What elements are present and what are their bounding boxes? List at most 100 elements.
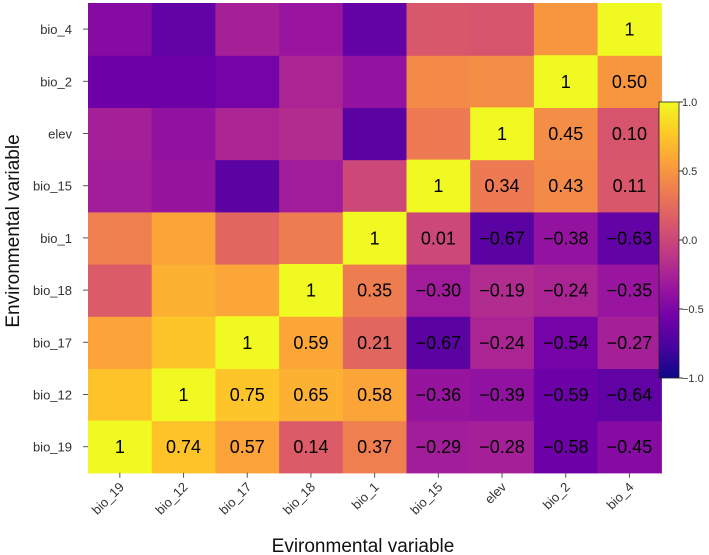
heatmap-cell-bio2-bio19 xyxy=(533,420,599,474)
heatmap-cell-bio12-bio2 xyxy=(151,55,216,108)
heatmap-cell-bio18-bio18 xyxy=(279,264,344,317)
heatmap-cell-bio19-bio12 xyxy=(88,368,153,422)
heatmap-cell-elev-bio2 xyxy=(470,55,535,108)
heatmap-cell-bio4-bio1 xyxy=(597,211,662,265)
y-tick-label: bio_19 xyxy=(33,440,72,455)
cell-value-label: 0.57 xyxy=(230,437,265,457)
heatmap-cell-bio12-bio15 xyxy=(151,159,216,213)
colorbar-tick-label: −1.0 xyxy=(682,373,704,385)
heatmap-cell-bio4-bio2 xyxy=(597,55,662,108)
y-tick-label: bio_4 xyxy=(40,22,72,37)
cell-value-label: 0.21 xyxy=(357,333,392,353)
heatmap-cell-bio4-bio17 xyxy=(597,316,662,369)
heatmap-cell-bio2-bio17 xyxy=(533,316,599,369)
heatmap-cell-bio19-bio18 xyxy=(88,264,153,317)
heatmap-cell-bio1-bio17 xyxy=(342,316,408,369)
x-tick-label: bio_2 xyxy=(540,479,573,512)
x-tick-label: bio_15 xyxy=(407,479,445,517)
colorbar-legend: 1.0 0.5 0.0 −0.5 −1.0 xyxy=(658,97,704,385)
heatmap-cell-bio2-bio15 xyxy=(533,159,599,213)
heatmap-cell-bio17-bio18 xyxy=(215,264,280,317)
cell-value-label: −0.67 xyxy=(416,333,462,353)
cell-value-label: 0.74 xyxy=(166,437,201,457)
y-tick-label: bio_15 xyxy=(33,179,72,194)
colorbar-tick-label: 0.5 xyxy=(682,166,697,178)
heatmap-cell-bio17-bio19 xyxy=(215,420,280,474)
heatmap-cell-bio1-bio2 xyxy=(342,55,408,108)
heatmap-cell-bio17-elev xyxy=(215,107,280,161)
heatmap-cell-bio1-bio18 xyxy=(342,264,408,317)
heatmap-cell-bio19-bio4 xyxy=(88,3,153,56)
heatmap-cell-bio15-bio18 xyxy=(406,264,471,317)
cell-value-label: 0.65 xyxy=(293,385,328,405)
heatmap-cell-elev-bio17 xyxy=(470,316,535,369)
heatmap-cell-elev-bio1 xyxy=(470,211,535,265)
cell-value-label: 0.10 xyxy=(612,124,647,144)
heatmap-cell-bio17-bio15 xyxy=(215,159,280,213)
cell-value-label: 0.75 xyxy=(230,385,265,405)
colorbar-tick-label: −0.5 xyxy=(682,304,704,316)
heatmap-cell-bio12-bio1 xyxy=(151,211,216,265)
heatmap-cell-bio18-bio15 xyxy=(279,159,344,213)
cell-value-label: −0.64 xyxy=(607,385,653,405)
x-tick-label: bio_12 xyxy=(152,479,190,517)
heatmap-cell-bio2-bio4 xyxy=(533,3,599,56)
cell-value-label: 0.50 xyxy=(612,72,647,92)
heatmap-cell-bio15-elev xyxy=(406,107,471,161)
heatmap-cell-bio2-elev xyxy=(533,107,599,161)
heatmap-cell-bio15-bio19 xyxy=(406,420,471,474)
heatmap-cell-bio12-bio17 xyxy=(151,316,216,369)
heatmap-cell-bio18-bio12 xyxy=(279,368,344,422)
x-axis-title: Evironmental variable xyxy=(272,536,455,555)
heatmap-cell-bio15-bio17 xyxy=(406,316,471,369)
cell-value-label: 0.37 xyxy=(357,437,392,457)
heatmap-cell-bio18-elev xyxy=(279,107,344,161)
cell-value-label: −0.39 xyxy=(479,385,525,405)
cell-value-label: 1 xyxy=(497,124,507,144)
colorbar-gradient xyxy=(658,101,680,379)
x-axis-tick-labels: bio_19 bio_12 bio_17 bio_18 bio_1 bio_15 elev b… xyxy=(89,472,637,518)
cell-value-label: 0.34 xyxy=(485,176,520,196)
heatmap-cell-bio2-bio12 xyxy=(533,368,599,422)
heatmap-cell-bio4-bio4 xyxy=(597,3,662,56)
cell-value-label: −0.35 xyxy=(607,281,653,301)
heatmap-cell-bio19-bio19 xyxy=(88,420,153,474)
cell-value-label: −0.29 xyxy=(416,437,462,457)
heatmap-cell-bio4-elev xyxy=(597,107,662,161)
heatmap-cell-bio2-bio18 xyxy=(533,264,599,317)
cell-value-label: −0.59 xyxy=(543,385,589,405)
x-tick-label: bio_19 xyxy=(89,479,127,517)
cell-value-label: 1 xyxy=(561,72,571,92)
cell-value-label: 0.01 xyxy=(421,228,456,248)
y-tick-label: bio_2 xyxy=(40,74,72,89)
heatmap-cell-elev-bio15 xyxy=(470,159,535,213)
y-tick-label: bio_17 xyxy=(33,335,72,350)
heatmap-cell-bio15-bio12 xyxy=(406,368,471,422)
heatmap-cell-elev-bio12 xyxy=(470,368,535,422)
heatmap-cell-bio2-bio2 xyxy=(533,55,599,108)
heatmap-cell-labels: 1 0.74 0.57 0.14 0.37 −0.29 −0.28 −0.58 −0.45 1 0.… xyxy=(115,20,652,458)
heatmap-cell-bio1-bio4 xyxy=(342,3,408,56)
cell-value-label: 0.14 xyxy=(293,437,328,457)
heatmap-cell-elev-bio4 xyxy=(470,3,535,56)
cell-value-label: −0.24 xyxy=(479,333,525,353)
heatmap-cell-bio1-elev xyxy=(342,107,408,161)
x-tick-label: bio_1 xyxy=(349,479,382,512)
heatmap-cell-bio4-bio15 xyxy=(597,159,662,213)
heatmap-cell-bio19-bio17 xyxy=(88,316,153,369)
heatmap-cell-bio12-elev xyxy=(151,107,216,161)
heatmap-cell-bio18-bio19 xyxy=(279,420,344,474)
x-tick-label: bio_4 xyxy=(603,479,636,512)
heatmap-cell-bio19-elev xyxy=(88,107,153,161)
heatmap-cell-bio15-bio4 xyxy=(406,3,471,56)
heatmap-cell-bio17-bio17 xyxy=(215,316,280,369)
cell-value-label: −0.45 xyxy=(607,437,653,457)
heatmap-cell-bio15-bio15 xyxy=(406,159,471,213)
y-tick-label: elev xyxy=(48,127,72,142)
heatmap-cell-bio18-bio1 xyxy=(279,211,344,265)
heatmap-cell-bio19-bio1 xyxy=(88,211,153,265)
y-tick-label: bio_1 xyxy=(40,231,72,246)
colorbar-ticks: 1.0 0.5 0.0 −0.5 −1.0 xyxy=(679,97,704,385)
cell-value-label: 1 xyxy=(370,228,380,248)
